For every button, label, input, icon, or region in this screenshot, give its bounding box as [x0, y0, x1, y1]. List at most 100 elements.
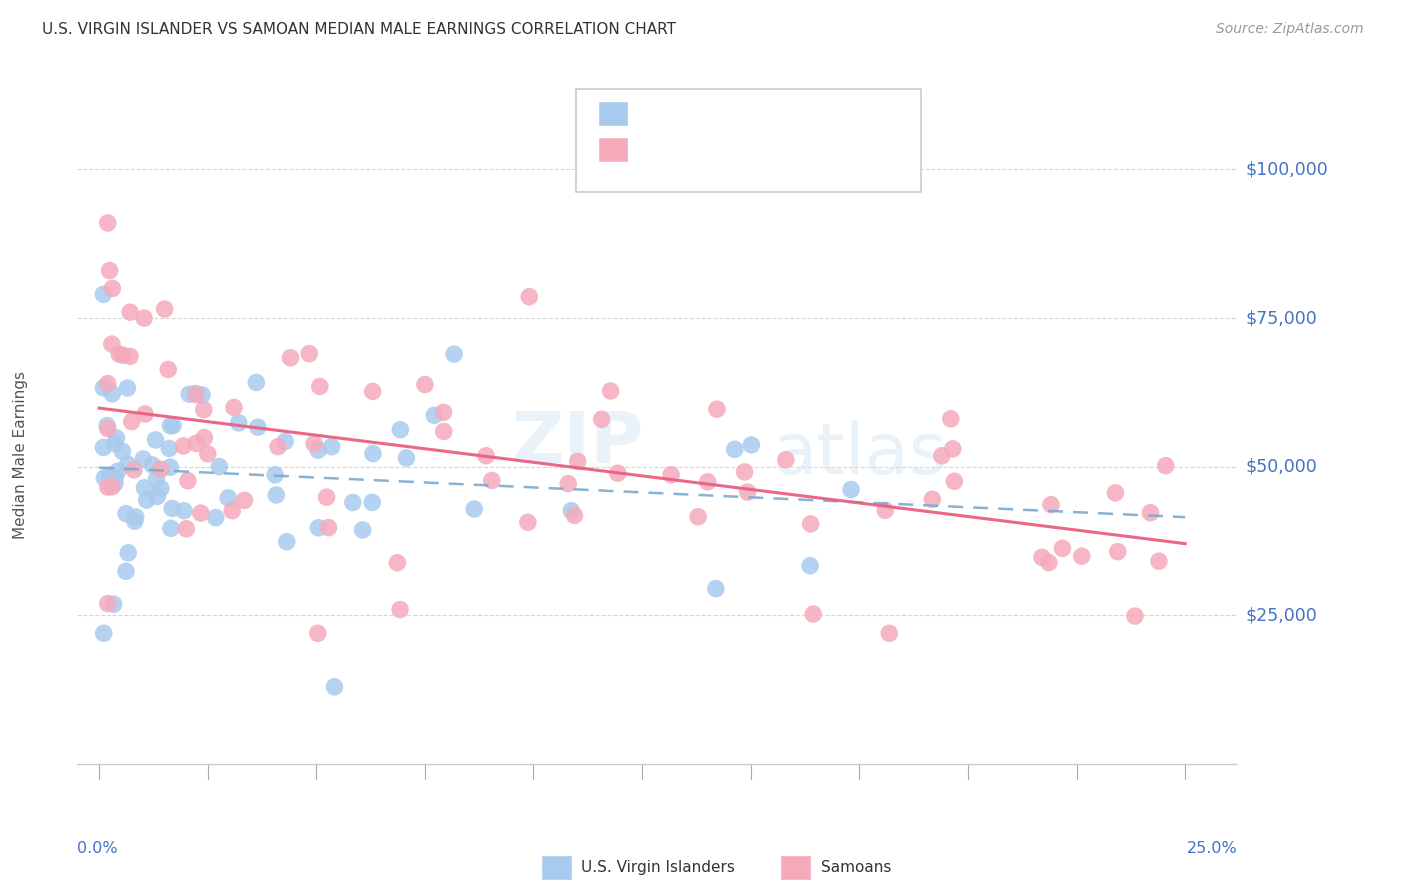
Text: -0.104: -0.104 — [679, 103, 738, 120]
Point — [97, 376, 120, 391]
Point — [111, 444, 134, 458]
Text: 25.0%: 25.0% — [1187, 841, 1237, 856]
Point — [1052, 541, 1074, 556]
Text: R =: R = — [640, 103, 676, 120]
Point — [321, 440, 343, 454]
Point — [1154, 458, 1177, 473]
Point — [217, 491, 239, 505]
Point — [208, 459, 231, 474]
Point — [1104, 486, 1126, 500]
Point — [659, 467, 682, 482]
Point — [423, 409, 446, 423]
Point — [606, 466, 628, 480]
Point — [557, 476, 579, 491]
Point — [389, 602, 412, 616]
Point — [101, 386, 124, 401]
Point — [103, 597, 125, 611]
Point — [734, 465, 756, 479]
Point — [233, 493, 256, 508]
Point — [111, 348, 134, 362]
Point — [118, 349, 141, 363]
Point — [517, 290, 540, 304]
Point — [122, 463, 145, 477]
Point — [120, 305, 142, 319]
Point — [228, 416, 250, 430]
Point — [193, 431, 215, 445]
Point — [245, 376, 267, 390]
Text: N =: N = — [747, 103, 783, 120]
Point — [117, 457, 139, 471]
Point — [352, 523, 374, 537]
Point — [172, 439, 194, 453]
Point — [145, 433, 167, 447]
Point — [104, 436, 127, 450]
Point — [197, 447, 219, 461]
Text: $75,000: $75,000 — [1246, 310, 1317, 327]
Point — [115, 507, 138, 521]
Point — [176, 522, 198, 536]
Point — [591, 412, 613, 426]
Text: $25,000: $25,000 — [1246, 607, 1317, 624]
Point — [184, 386, 207, 401]
Point — [101, 480, 124, 494]
Point — [1147, 554, 1170, 568]
Point — [801, 607, 824, 621]
Point — [875, 503, 897, 517]
Point — [1038, 556, 1060, 570]
Point — [942, 442, 965, 456]
Point — [1040, 498, 1063, 512]
Point — [132, 452, 155, 467]
Point — [1123, 609, 1146, 624]
Point — [307, 626, 329, 640]
Point — [93, 471, 115, 485]
Point — [108, 347, 131, 361]
Point — [124, 514, 146, 528]
Point — [145, 472, 167, 486]
Point — [179, 387, 201, 401]
Point — [264, 467, 287, 482]
Point — [395, 450, 418, 465]
Point — [276, 534, 298, 549]
Text: Median Male Earnings: Median Male Earnings — [13, 371, 28, 539]
Point — [135, 493, 157, 508]
Point — [775, 452, 797, 467]
Point — [204, 510, 226, 524]
Point — [117, 381, 139, 395]
Point — [688, 509, 710, 524]
Point — [921, 492, 943, 507]
Point — [149, 482, 172, 496]
Point — [101, 281, 124, 295]
Point — [125, 510, 148, 524]
Point — [141, 458, 163, 472]
Point — [564, 508, 586, 523]
Point — [475, 449, 498, 463]
Point — [107, 464, 129, 478]
Point — [361, 495, 384, 509]
Point — [97, 480, 120, 494]
Point — [567, 454, 589, 468]
Point — [307, 443, 329, 458]
Point — [599, 384, 621, 398]
Point — [97, 216, 120, 230]
Point — [931, 449, 953, 463]
Point — [387, 556, 409, 570]
Text: Samoans: Samoans — [821, 860, 891, 874]
Point — [323, 680, 346, 694]
Point — [799, 558, 821, 573]
Text: R =: R = — [640, 139, 676, 157]
Point — [149, 462, 172, 476]
Point — [190, 506, 212, 520]
Point — [389, 423, 412, 437]
Text: $50,000: $50,000 — [1246, 458, 1317, 475]
Point — [361, 384, 384, 399]
Point — [481, 474, 503, 488]
Point — [121, 415, 143, 429]
Point — [724, 442, 747, 457]
Point — [463, 502, 485, 516]
Point — [105, 431, 128, 445]
Point — [706, 402, 728, 417]
Point — [93, 626, 115, 640]
Point — [318, 521, 340, 535]
Point — [153, 301, 176, 316]
Point — [433, 425, 456, 439]
